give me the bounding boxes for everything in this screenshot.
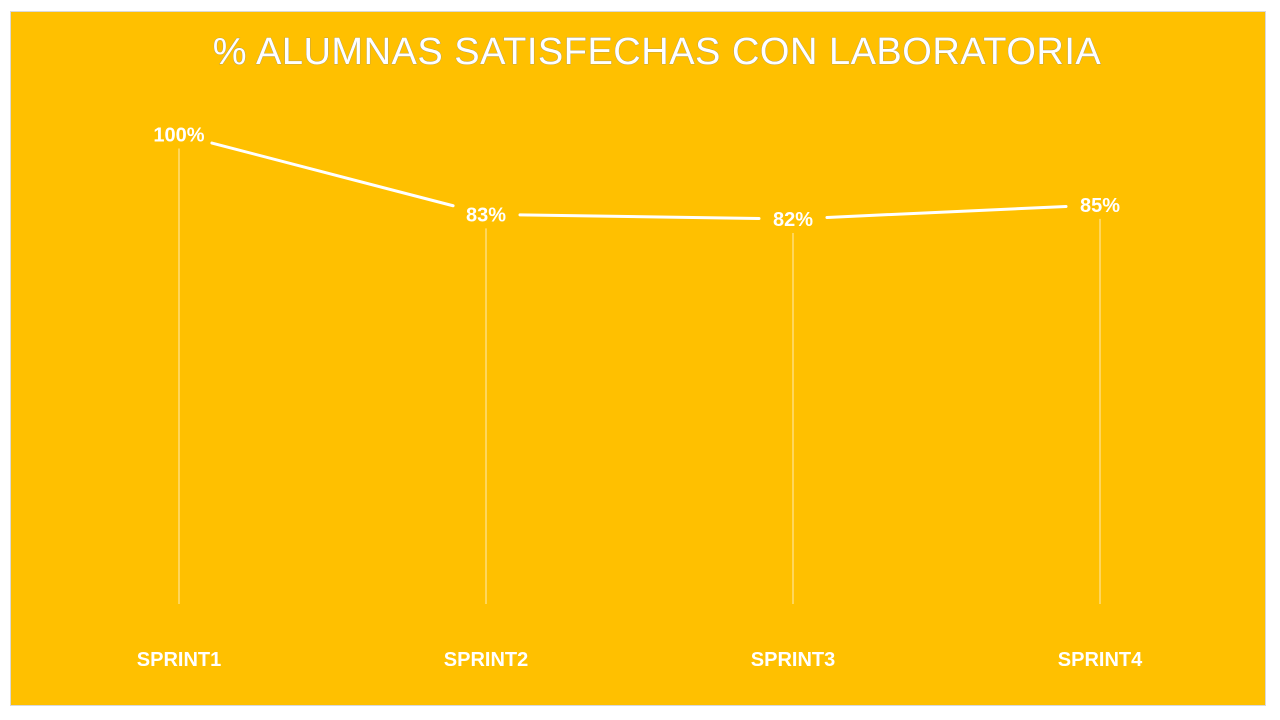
- series-line-segment: [210, 141, 455, 208]
- data-label-sprint4: 85%: [1080, 195, 1120, 217]
- data-label-sprint3: 82%: [773, 209, 813, 231]
- chart-title: % ALUMNAS SATISFECHAS CON LABORATORIA: [213, 31, 1102, 73]
- series-group: [210, 141, 1068, 220]
- series-line-segment: [825, 204, 1068, 219]
- line-chart: % ALUMNAS SATISFECHAS CON LABORATORIA 10…: [137, 31, 1143, 671]
- data-label-sprint1: 100%: [153, 125, 204, 147]
- category-label-sprint1: SPRINT1: [137, 649, 221, 671]
- category-label-sprint4: SPRINT4: [1058, 649, 1143, 671]
- chart-area: % ALUMNAS SATISFECHAS CON LABORATORIA 10…: [10, 11, 1266, 706]
- category-axis: SPRINT1 SPRINT2 SPRINT3 SPRINT4: [137, 649, 1143, 671]
- drop-lines: [178, 148, 1101, 604]
- category-label-sprint2: SPRINT2: [444, 649, 528, 671]
- series-line-segment: [518, 213, 761, 220]
- data-label-sprint2: 83%: [466, 204, 506, 226]
- category-label-sprint3: SPRINT3: [751, 649, 835, 671]
- data-labels: 100% 83% 82% 85%: [153, 125, 1120, 232]
